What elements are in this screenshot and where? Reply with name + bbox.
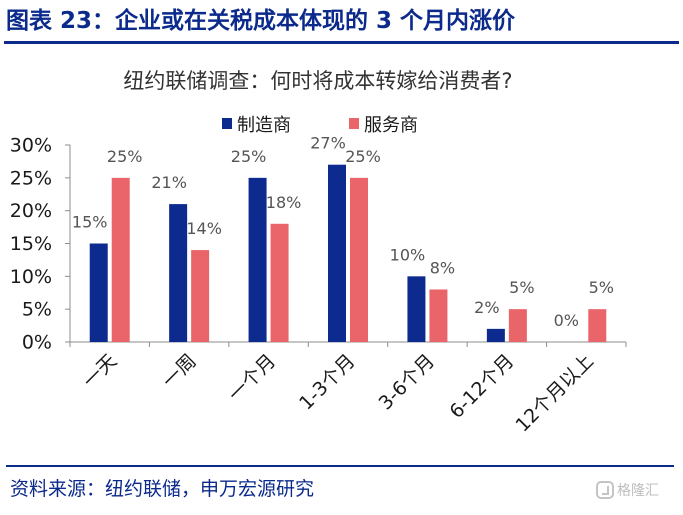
data-label: 18% [266,193,302,212]
bar-chart: 纽约联储调查：何时将成本转嫁给消费者? 制造商 服务商 0% 5% 10% 15% 20%… [10,69,627,436]
legend-label: 服务商 [364,115,418,136]
footer-rule [6,465,674,467]
data-label: 8% [430,258,455,277]
data-label: 14% [186,219,222,238]
figure-title: 图表 23：企业或在关税成本体现的 3 个月内涨价 [6,8,516,34]
data-label: 25% [345,147,381,166]
y-tick-label: 25% [10,167,52,189]
watermark: 格隆汇 [596,480,659,502]
bar [270,223,289,342]
x-tick-label: 6-12个月 [445,350,518,423]
legend: 制造商 服务商 [222,115,418,136]
bar [169,204,188,342]
x-tick-label: 一个月 [224,350,280,406]
x-tick-label: 12个月以上 [511,350,597,436]
bar [191,250,210,342]
data-label: 2% [474,298,499,317]
data-label: 25% [107,147,143,166]
x-tick-label: 一周 [158,350,200,392]
bar [508,309,527,342]
y-tick-label: 15% [10,233,52,255]
data-label: 15% [72,213,108,232]
bar [111,177,130,342]
y-tick-label: 5% [22,299,52,321]
bar [89,243,108,342]
data-label: 5% [509,278,534,297]
y-tick-label: 20% [10,200,52,222]
title-rule [4,41,679,44]
data-label: 10% [390,245,426,264]
bar [328,164,346,342]
y-tick-label: 30% [10,135,52,157]
bar [248,177,267,342]
x-tick-label: 一天 [79,350,121,392]
bars [89,164,607,342]
watermark-text: 格隆汇 [617,483,659,499]
data-label: 27% [310,134,346,153]
data-labels: 15%21%25%27%10%2%0%25%14%18%25%8%5% 5% [72,134,614,330]
bar [429,289,448,342]
legend-swatch [349,118,359,129]
watermark-logo-icon [596,481,614,499]
x-tick-label: 3-6个月 [375,350,439,414]
chart-title: 纽约联储调查：何时将成本转嫁给消费者? [123,69,512,93]
bar [407,276,426,342]
legend-swatch [222,118,232,129]
source-note: 资料来源：纽约联储，申万宏源研究 [10,478,315,500]
data-label: 0% [554,311,579,330]
data-label: 21% [151,173,187,192]
y-tick-label: 10% [10,266,52,288]
bar [486,328,505,342]
bar [350,177,368,342]
x-tick-label: 1-3个月 [295,350,359,414]
bar [588,309,607,342]
data-label: 5% [589,278,614,297]
legend-label: 制造商 [237,115,291,136]
y-tick-label: 0% [22,332,52,354]
data-label: 25% [231,147,267,166]
